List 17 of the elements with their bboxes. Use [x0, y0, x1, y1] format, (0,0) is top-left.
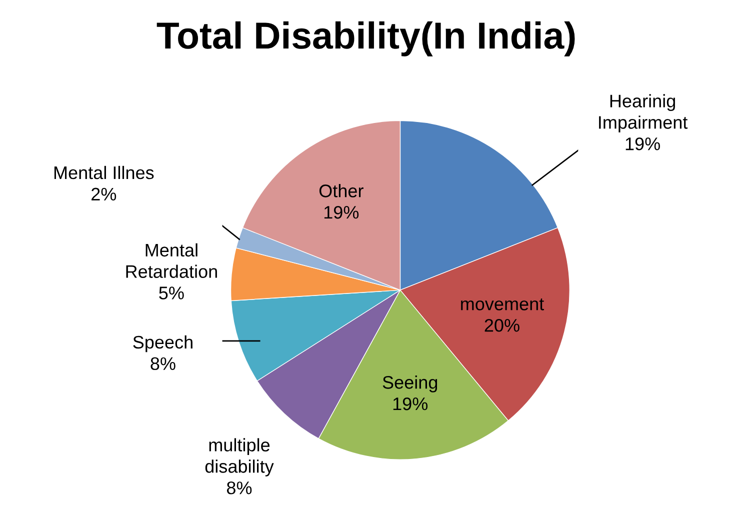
data-label: 19%: [393, 397, 428, 410]
data-label: 8%: [226, 481, 252, 494]
data-label: 19%: [626, 137, 660, 150]
data-label: 20%: [484, 318, 520, 332]
slice-label: movement: [461, 298, 544, 310]
data-label: 2%: [92, 188, 116, 200]
data-label: 8%: [150, 357, 176, 370]
slice-label: Mental Retardation: [126, 243, 217, 278]
slice-label: Seeing: [382, 376, 438, 392]
data-label: 5%: [159, 286, 184, 300]
slice-label: multiple disability: [205, 438, 274, 476]
slice-label: Other: [319, 184, 364, 198]
slice-label: Hearinig Impairment: [599, 94, 688, 132]
slice-label: Mental Illnes: [54, 166, 154, 180]
chart-title: Total Disability(In India): [156, 21, 575, 56]
slice-label: Speech: [133, 335, 192, 352]
data-label: 19%: [324, 206, 359, 219]
